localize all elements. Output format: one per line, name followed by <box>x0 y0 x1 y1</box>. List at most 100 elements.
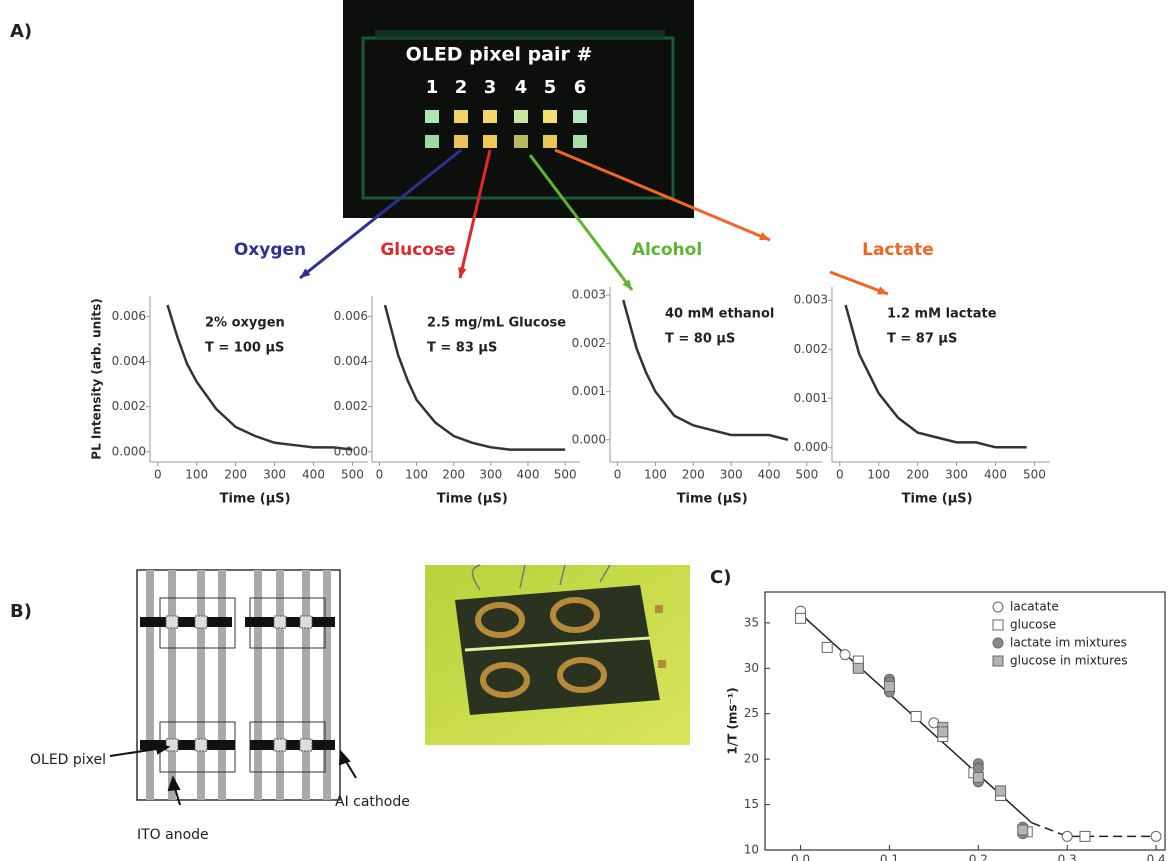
x-tick-label: 0.1 <box>880 853 899 861</box>
analyte-label: Glucose <box>380 240 455 260</box>
x-tick-label: 500 <box>341 468 364 482</box>
oled-pixel <box>454 110 468 123</box>
oled-pixel <box>425 135 439 148</box>
al-cathode <box>245 617 335 627</box>
al-cathode <box>250 740 335 750</box>
oled-spot <box>195 739 207 751</box>
x-axis-title: Time (μS) <box>902 492 973 507</box>
oled-pixel <box>543 110 557 123</box>
analyte-label: Oxygen <box>234 240 306 260</box>
arrow-head <box>877 286 888 294</box>
oled-spot <box>166 616 178 628</box>
y-axis-title: 1/T (ms⁻¹) <box>726 687 740 754</box>
x-axis-title: Time (μS) <box>220 492 291 507</box>
oled-spot <box>166 739 178 751</box>
x-tick-label: 100 <box>185 468 208 482</box>
y-tick-label: 25 <box>744 706 759 720</box>
oled-pixel <box>514 110 528 123</box>
marker <box>1151 831 1161 841</box>
y-tick-label: 0.000 <box>334 444 368 458</box>
annotation: T = 100 μS <box>205 341 284 356</box>
marker <box>884 681 894 691</box>
x-tick-label: 0 <box>376 468 384 482</box>
y-tick-label: 10 <box>744 843 759 857</box>
annotation: T = 80 μS <box>665 332 735 347</box>
diagram-label: OLED pixel <box>30 752 106 768</box>
y-tick-label: 0.002 <box>572 336 606 350</box>
oled-pixel <box>425 110 439 123</box>
marker <box>853 663 863 673</box>
ito-anode <box>197 570 205 800</box>
legend-label: lactate im mixtures <box>1010 636 1127 650</box>
panel-label: C) <box>710 567 731 588</box>
y-tick-label: 0.001 <box>794 391 828 405</box>
x-tick-label: 0.0 <box>791 853 810 861</box>
marker <box>911 711 921 721</box>
fit-line <box>1032 823 1156 837</box>
x-tick-label: 400 <box>984 468 1007 482</box>
x-tick-label: 0.4 <box>1147 853 1166 861</box>
marker <box>822 642 832 652</box>
y-tick-label: 30 <box>744 661 759 675</box>
ito-anode <box>323 570 331 800</box>
oled-spot <box>274 616 286 628</box>
analyte-label: Lactate <box>862 240 934 260</box>
x-tick-label: 300 <box>479 468 502 482</box>
legend-marker <box>993 656 1003 666</box>
oled-spot <box>274 739 286 751</box>
ito-anode <box>168 570 176 800</box>
y-tick-label: 20 <box>744 752 759 766</box>
x-tick-label: 400 <box>758 468 781 482</box>
x-tick-label: 100 <box>644 468 667 482</box>
oled-pixel <box>514 135 528 148</box>
marker <box>973 772 983 782</box>
al-cathode <box>140 617 232 627</box>
marker <box>840 650 850 660</box>
annotation: 2% oxygen <box>205 316 285 331</box>
pixel-number: 1 <box>426 77 439 98</box>
diagram-label: ITO anode <box>137 827 209 843</box>
pixel-number: 3 <box>484 77 497 98</box>
plot-frame <box>765 592 1165 850</box>
x-axis-title: Time (μS) <box>437 492 508 507</box>
legend-label: glucose <box>1010 618 1056 632</box>
oled-pixel <box>573 110 587 123</box>
x-tick-label: 300 <box>263 468 286 482</box>
x-tick-label: 300 <box>720 468 743 482</box>
y-tick-label: 0.002 <box>334 399 368 413</box>
y-tick-label: 0.006 <box>112 309 146 323</box>
y-tick-label: 0.003 <box>794 293 828 307</box>
x-tick-label: 400 <box>302 468 325 482</box>
x-tick-label: 300 <box>945 468 968 482</box>
panel-label: B) <box>10 601 32 622</box>
y-tick-label: 0.001 <box>572 384 606 398</box>
marker <box>973 763 983 773</box>
pixel-number: 2 <box>455 77 468 98</box>
marker <box>1062 831 1072 841</box>
annotation: 1.2 mM lactate <box>887 307 997 322</box>
pixel-number: 4 <box>515 77 528 98</box>
photo-title: OLED pixel pair # <box>406 44 593 66</box>
legend-label: lacatate <box>1010 600 1059 614</box>
x-tick-label: 0.2 <box>969 853 988 861</box>
y-tick-label: 35 <box>744 615 759 629</box>
legend-label: glucose in mixtures <box>1010 654 1127 668</box>
y-tick-label: 0.003 <box>572 288 606 302</box>
ito-anode <box>146 570 154 800</box>
y-tick-label: 0.004 <box>334 354 368 368</box>
y-tick-label: 0.000 <box>794 440 828 454</box>
y-tick-label: 0.000 <box>572 432 606 446</box>
x-tick-label: 200 <box>906 468 929 482</box>
oled-spot <box>300 616 312 628</box>
ito-anode <box>276 570 284 800</box>
y-tick-label: 0.004 <box>112 354 146 368</box>
x-tick-label: 500 <box>795 468 818 482</box>
x-axis-title: Time (μS) <box>677 492 748 507</box>
x-tick-label: 100 <box>867 468 890 482</box>
marker <box>996 786 1006 796</box>
device-diagram <box>137 570 340 800</box>
x-tick-label: 200 <box>442 468 465 482</box>
pixel-number: 6 <box>574 77 587 98</box>
ito-anode <box>254 570 262 800</box>
annotation: 40 mM ethanol <box>665 307 774 322</box>
